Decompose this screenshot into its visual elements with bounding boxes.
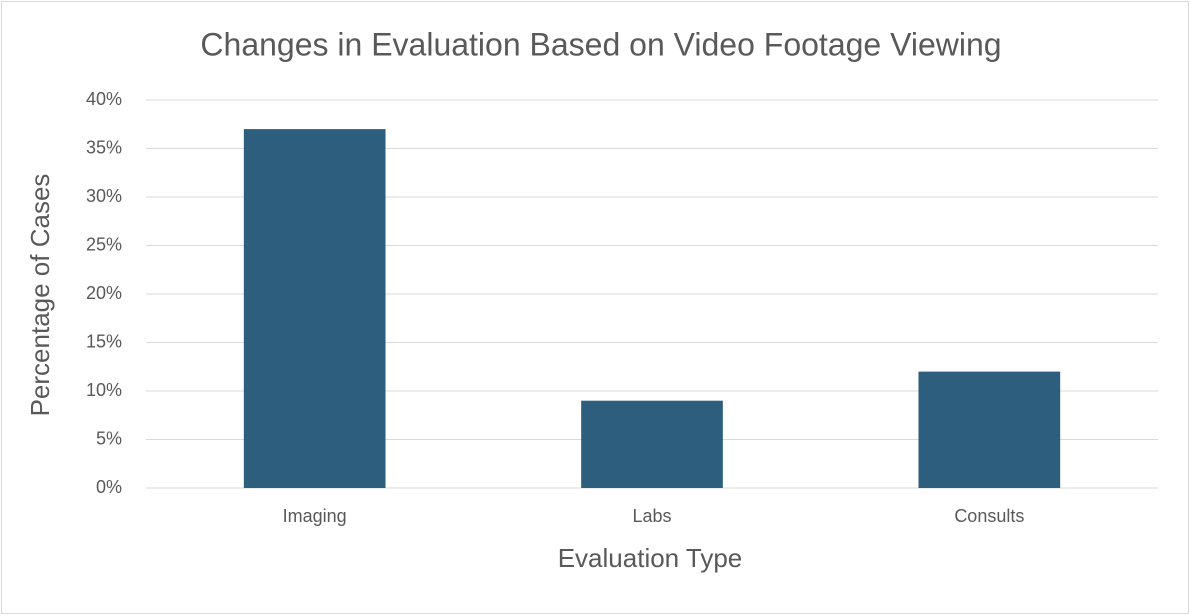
y-axis-label: Percentage of Cases: [25, 174, 55, 417]
y-tick-label: 20%: [86, 283, 122, 303]
x-tick-label: Labs: [632, 506, 671, 526]
y-tick-label: 15%: [86, 331, 122, 351]
y-tick-label: 10%: [86, 380, 122, 400]
y-tick-label: 5%: [96, 428, 122, 448]
x-tick-label: Consults: [954, 506, 1024, 526]
x-tick-label: Imaging: [283, 506, 347, 526]
x-axis-label: Evaluation Type: [558, 543, 743, 573]
y-tick-label: 0%: [96, 477, 122, 497]
y-tick-label: 30%: [86, 186, 122, 206]
y-tick-label: 25%: [86, 234, 122, 254]
y-tick-label: 35%: [86, 137, 122, 157]
chart-title: Changes in Evaluation Based on Video Foo…: [200, 26, 1001, 62]
y-tick-label: 40%: [86, 89, 122, 109]
bar: [581, 400, 723, 488]
bar: [918, 371, 1061, 488]
bar: [243, 129, 386, 488]
